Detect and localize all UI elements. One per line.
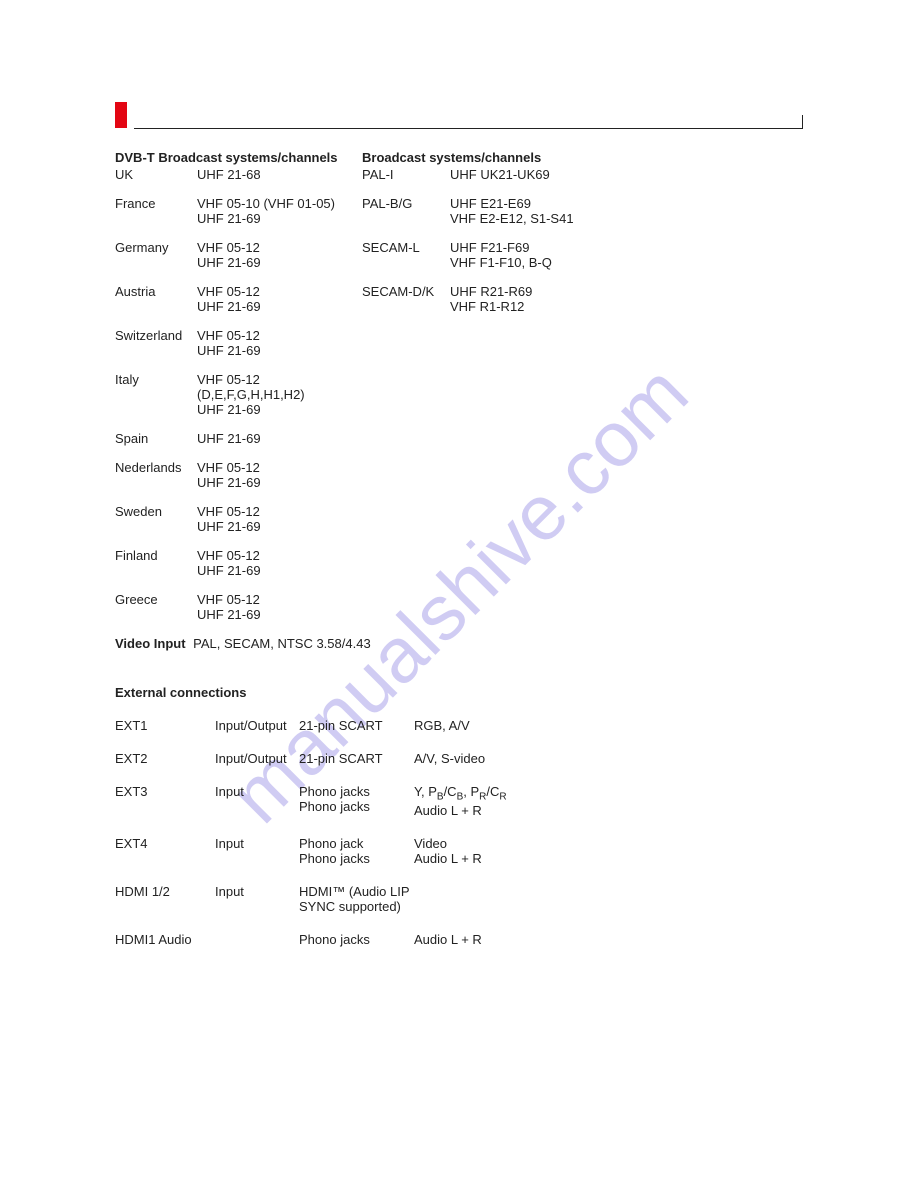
broadcast-row: GreeceVHF 05-12UHF 21-69: [115, 592, 803, 622]
dvbt-cell: UHF 21-68: [197, 167, 362, 182]
video-input-row: Video Input PAL, SECAM, NTSC 3.58/4.43: [115, 636, 803, 651]
page-content: DVB-T Broadcast systems/channels Broadca…: [115, 150, 803, 965]
dvbt-cell: VHF 05-12UHF 21-69: [197, 548, 362, 578]
connections-table: EXT1Input/Output21-pin SCARTRGB, A/VEXT2…: [115, 718, 803, 947]
country-cell: UK: [115, 167, 197, 182]
conn-name-cell: EXT4: [115, 836, 215, 851]
dvbt-cell: VHF 05-12UHF 21-69: [197, 504, 362, 534]
conn-connector-cell: 21-pin SCART: [299, 718, 414, 733]
header-rule-tick: [802, 115, 803, 128]
conn-signal-cell: A/V, S-video: [414, 751, 594, 766]
conn-io-cell: Input/Output: [215, 718, 299, 733]
system-cell: PAL-B/G: [362, 196, 450, 211]
conn-signal-cell: VideoAudio L + R: [414, 836, 594, 866]
dvbt-cell: VHF 05-10 (VHF 01-05)UHF 21-69: [197, 196, 362, 226]
country-cell: Italy: [115, 372, 197, 387]
broadcast-row: SpainUHF 21-69: [115, 431, 803, 446]
broadcast-header: Broadcast systems/channels: [362, 150, 587, 165]
video-input-value: PAL, SECAM, NTSC 3.58/4.43: [193, 636, 371, 651]
connection-row: EXT1Input/Output21-pin SCARTRGB, A/V: [115, 718, 803, 733]
broadcast-row: GermanyVHF 05-12UHF 21-69SECAM-LUHF F21-…: [115, 240, 803, 270]
conn-name-cell: EXT3: [115, 784, 215, 799]
channels-cell: UHF E21-E69VHF E2-E12, S1-S41: [450, 196, 630, 226]
external-connections-header: External connections: [115, 685, 803, 700]
country-cell: Sweden: [115, 504, 197, 519]
broadcast-row: SwitzerlandVHF 05-12UHF 21-69: [115, 328, 803, 358]
conn-name-cell: HDMI 1/2: [115, 884, 215, 899]
broadcast-row: FinlandVHF 05-12UHF 21-69: [115, 548, 803, 578]
dvbt-header: DVB-T Broadcast systems/channels: [115, 150, 362, 165]
connection-row: EXT3InputPhono jacksPhono jacksY, PB/CB,…: [115, 784, 803, 818]
broadcast-row: AustriaVHF 05-12UHF 21-69SECAM-D/KUHF R2…: [115, 284, 803, 314]
connection-row: EXT4InputPhono jackPhono jacksVideoAudio…: [115, 836, 803, 866]
country-cell: Switzerland: [115, 328, 197, 343]
system-cell: SECAM-D/K: [362, 284, 450, 299]
broadcast-row: NederlandsVHF 05-12UHF 21-69: [115, 460, 803, 490]
channels-cell: UHF UK21-UK69: [450, 167, 630, 182]
conn-name-cell: HDMI1 Audio: [115, 932, 215, 947]
table-header-row: DVB-T Broadcast systems/channels Broadca…: [115, 150, 803, 165]
conn-signal-cell: RGB, A/V: [414, 718, 594, 733]
country-cell: Greece: [115, 592, 197, 607]
connection-row: EXT2Input/Output21-pin SCARTA/V, S-video: [115, 751, 803, 766]
conn-name-cell: EXT2: [115, 751, 215, 766]
header-red-marker: [115, 102, 127, 128]
conn-connector-cell: Phono jacks: [299, 932, 414, 947]
channels-cell: UHF F21-F69VHF F1-F10, B-Q: [450, 240, 630, 270]
country-cell: Finland: [115, 548, 197, 563]
conn-signal-cell: Audio L + R: [414, 932, 594, 947]
country-cell: Nederlands: [115, 460, 197, 475]
dvbt-cell: VHF 05-12UHF 21-69: [197, 284, 362, 314]
broadcast-row: UKUHF 21-68PAL-IUHF UK21-UK69: [115, 167, 803, 182]
conn-name-cell: EXT1: [115, 718, 215, 733]
broadcast-row: FranceVHF 05-10 (VHF 01-05)UHF 21-69PAL-…: [115, 196, 803, 226]
header-rule: [134, 128, 803, 129]
video-input-label: Video Input: [115, 636, 186, 651]
conn-connector-cell: HDMI™ (Audio LIP SYNC supported): [299, 884, 414, 914]
connection-row: HDMI 1/2InputHDMI™ (Audio LIP SYNC suppo…: [115, 884, 803, 914]
country-cell: France: [115, 196, 197, 211]
system-cell: PAL-I: [362, 167, 450, 182]
system-cell: SECAM-L: [362, 240, 450, 255]
conn-io-cell: Input: [215, 784, 299, 799]
country-cell: Austria: [115, 284, 197, 299]
channels-cell: UHF R21-R69VHF R1-R12: [450, 284, 630, 314]
conn-connector-cell: Phono jacksPhono jacks: [299, 784, 414, 814]
conn-io-cell: Input: [215, 836, 299, 851]
broadcast-table: UKUHF 21-68PAL-IUHF UK21-UK69FranceVHF 0…: [115, 167, 803, 622]
dvbt-cell: VHF 05-12UHF 21-69: [197, 328, 362, 358]
conn-io-cell: Input: [215, 884, 299, 899]
dvbt-cell: VHF 05-12UHF 21-69: [197, 460, 362, 490]
conn-connector-cell: 21-pin SCART: [299, 751, 414, 766]
conn-signal-cell: Y, PB/CB, PR/CRAudio L + R: [414, 784, 594, 818]
dvbt-cell: VHF 05-12 (D,E,F,G,H,H1,H2)UHF 21-69: [197, 372, 362, 417]
conn-io-cell: Input/Output: [215, 751, 299, 766]
broadcast-row: SwedenVHF 05-12UHF 21-69: [115, 504, 803, 534]
broadcast-row: ItalyVHF 05-12 (D,E,F,G,H,H1,H2)UHF 21-6…: [115, 372, 803, 417]
dvbt-cell: VHF 05-12UHF 21-69: [197, 240, 362, 270]
dvbt-cell: VHF 05-12UHF 21-69: [197, 592, 362, 622]
country-cell: Germany: [115, 240, 197, 255]
conn-connector-cell: Phono jackPhono jacks: [299, 836, 414, 866]
country-cell: Spain: [115, 431, 197, 446]
dvbt-cell: UHF 21-69: [197, 431, 362, 446]
connection-row: HDMI1 Audio Phono jacksAudio L + R: [115, 932, 803, 947]
